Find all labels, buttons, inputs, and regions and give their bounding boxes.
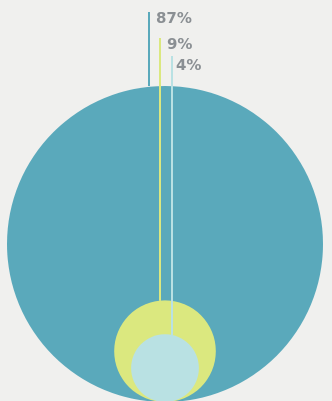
value-label-9: 9% [167, 35, 192, 53]
chart-circles [7, 86, 323, 401]
leader-lines [148, 12, 173, 335]
circle-4 [131, 334, 199, 401]
value-labels: 87% 9% 4% [156, 9, 201, 74]
value-label-87: 87% [156, 9, 192, 27]
value-label-4: 4% [176, 56, 201, 74]
circle-87 [7, 86, 323, 401]
